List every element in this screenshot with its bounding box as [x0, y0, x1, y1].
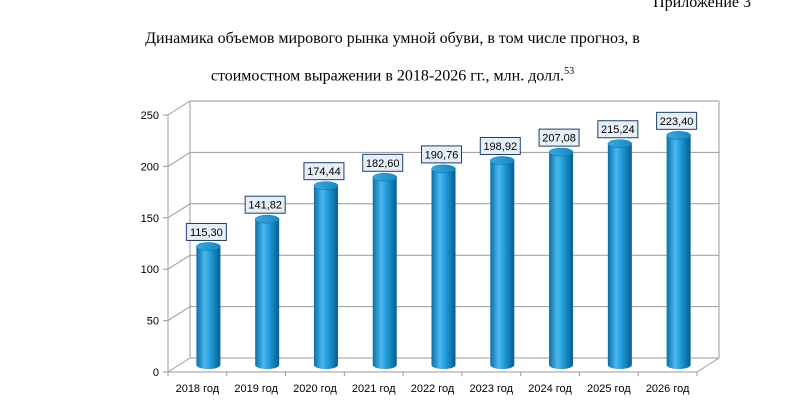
bar-body: [549, 152, 574, 369]
x-tick-label: 2023 год: [469, 383, 513, 395]
y-tick-label: 100: [141, 264, 159, 276]
bar: [196, 242, 221, 369]
bar-body: [196, 246, 221, 369]
bar-top: [607, 139, 633, 148]
bar-top: [666, 131, 691, 140]
title-line-2: стоимостном выражении в 2018-2026 гг., м…: [210, 67, 565, 85]
x-tick-label: 2020 год: [293, 383, 337, 395]
axis-layer: 0 50 100 150 200 250 2018 год 2019 год 2020 год 2…: [141, 110, 698, 395]
data-label: 141,82: [244, 195, 286, 214]
bar-body: [431, 168, 456, 369]
data-label: 215,24: [597, 120, 639, 139]
gridline-side: [167, 100, 191, 116]
bar-top: [548, 147, 574, 157]
bar-body: [490, 160, 515, 369]
data-label: 182,60: [362, 153, 404, 172]
bar-top: [196, 242, 221, 251]
bar-body: [313, 185, 338, 369]
data-label: 115,30: [185, 222, 227, 241]
data-label: 174,44: [303, 162, 345, 181]
x-tick-label: 2022 год: [411, 383, 455, 395]
gridline-side: [167, 151, 191, 167]
x-tick-label: 2024 год: [528, 383, 572, 395]
bar-top: [372, 173, 397, 182]
gridline-side: [167, 203, 191, 219]
y-tick-label: 50: [147, 316, 159, 328]
bar-body: [372, 177, 397, 369]
title-line-1: Динамика объемов мирового рынка умной об…: [145, 30, 640, 47]
data-label-text: 190,76: [425, 149, 459, 161]
x-tick-label: 2021 год: [352, 383, 396, 395]
data-label-box: [421, 145, 462, 164]
bar: [313, 181, 339, 369]
data-label-box: [597, 120, 639, 139]
bars-layer: [196, 131, 691, 369]
data-label-text: 215,24: [601, 124, 635, 136]
gridline-side: [167, 357, 191, 373]
bar-top: [431, 164, 456, 174]
bar: [490, 156, 515, 369]
appendix-label: Приложение 3: [653, 0, 751, 11]
data-label: 207,08: [538, 128, 580, 147]
bar-body: [255, 219, 280, 369]
labels-layer: 115,30 141,82 174,44 182,60 190,76 198,92 207,…: [185, 111, 698, 241]
bar-top: [254, 214, 280, 224]
data-label-text: 115,30: [190, 227, 223, 239]
x-tick-label: 2026 год: [646, 383, 690, 395]
data-label-text: 182,60: [366, 158, 400, 170]
bar-body: [666, 135, 691, 369]
chart-title: Динамика объемов мирового рынка умной об…: [0, 22, 785, 92]
bar: [431, 164, 456, 369]
x-tick-label: 2019 год: [234, 383, 278, 395]
data-label-text: 198,92: [483, 141, 517, 153]
footnote-ref: 53: [564, 66, 575, 77]
y-tick-label: 250: [141, 110, 159, 122]
bar: [607, 139, 633, 369]
y-tick-label: 200: [141, 161, 159, 173]
bar: [548, 147, 574, 369]
data-label-box: [362, 153, 404, 172]
bar-top: [490, 156, 515, 165]
data-label-text: 141,82: [248, 200, 282, 212]
gridline-side: [167, 254, 191, 270]
y-tick-label: 0: [153, 367, 159, 379]
data-label-box: [656, 111, 698, 130]
data-label-box: [479, 137, 521, 156]
data-label-box: [538, 128, 580, 147]
data-label-box: [244, 195, 286, 214]
data-label-text: 223,40: [660, 116, 694, 128]
x-tick-label: 2025 год: [587, 383, 631, 395]
bar: [254, 214, 280, 369]
y-tick-label: 150: [141, 213, 159, 225]
x-tick-label: 2018 год: [176, 383, 220, 395]
bar-body: [607, 143, 632, 369]
data-label-box: [303, 162, 345, 181]
data-label-text: 174,44: [307, 166, 341, 178]
data-label-box: [185, 222, 227, 241]
data-label: 190,76: [421, 145, 462, 164]
data-label: 198,92: [479, 137, 521, 156]
bar-top: [313, 181, 339, 190]
floor-right-edge: [696, 357, 720, 373]
gridline-side: [167, 306, 191, 322]
bar: [666, 131, 691, 369]
data-label: 223,40: [656, 111, 698, 130]
bar: [372, 173, 397, 369]
data-label-text: 207,08: [542, 133, 576, 145]
